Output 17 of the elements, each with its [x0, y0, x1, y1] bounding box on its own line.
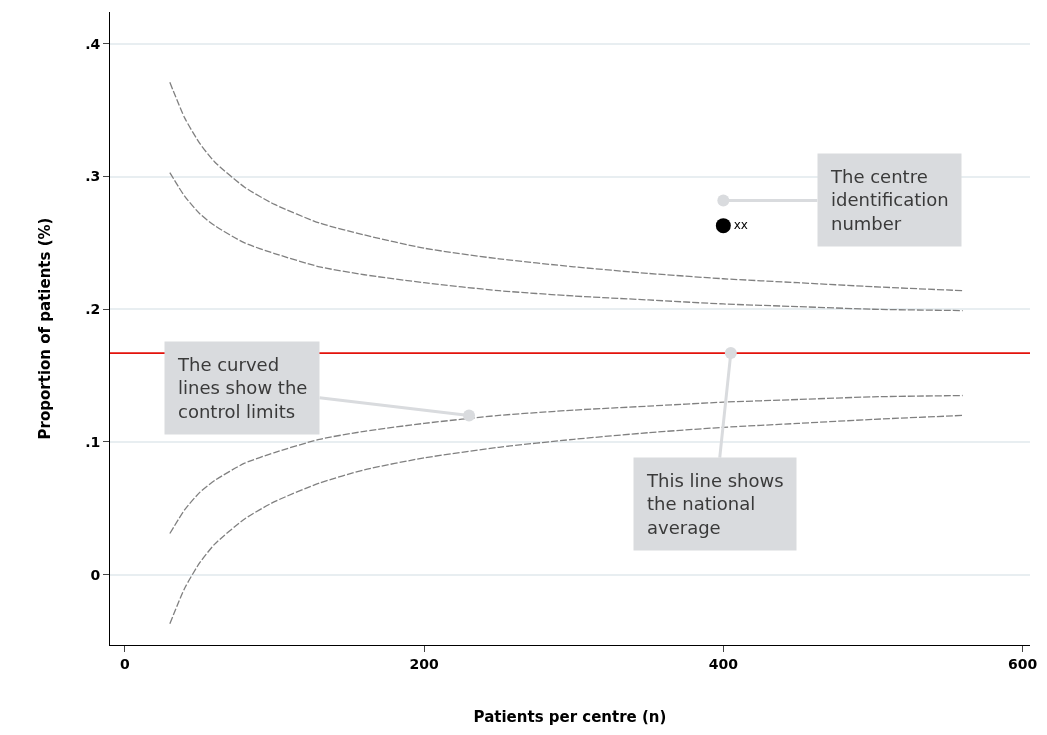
annotation: The centre identification number [830, 166, 949, 234]
data-label: xx [733, 217, 748, 232]
x-tick-label: 600 [1007, 655, 1038, 672]
y-tick-label: .2 [85, 301, 101, 318]
line-series [169, 81, 964, 292]
annotation: This line shows the national average [646, 470, 784, 538]
y-tick-label: .3 [85, 168, 101, 185]
line-series [169, 171, 964, 312]
x-axis-title: Patients per centre (n) [473, 707, 667, 726]
y-tick-label: .1 [85, 433, 101, 450]
x-tick-label: 400 [708, 655, 739, 672]
y-axis-title: Proportion of patients (%) [36, 217, 55, 440]
y-tick-label: 0 [90, 566, 101, 583]
y-tick-label: .4 [85, 35, 101, 52]
x-tick-label: 0 [120, 655, 131, 672]
x-tick-label: 200 [409, 655, 440, 672]
annotation: The curved lines show the control limits [177, 354, 308, 422]
